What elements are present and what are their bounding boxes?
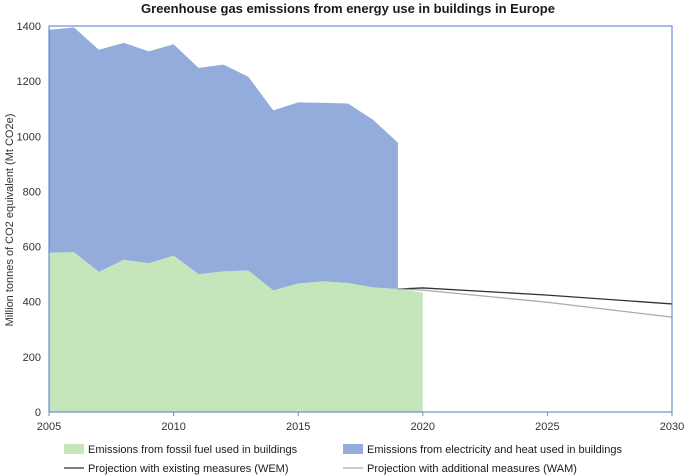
- x-tick-label: 2010: [161, 421, 185, 433]
- legend-label: Projection with additional measures (WAM…: [367, 463, 577, 475]
- legend: Emissions from fossil fuel used in build…: [64, 444, 622, 475]
- legend-swatch: [343, 444, 363, 454]
- legend-label: Projection with existing measures (WEM): [88, 463, 289, 475]
- y-axis-label: Million tonnes of CO2 equivalent (Mt CO2…: [4, 114, 16, 327]
- y-tick-label: 400: [23, 297, 41, 309]
- legend-swatch: [64, 444, 84, 454]
- y-tick-label: 600: [23, 242, 41, 254]
- y-tick-label: 0: [35, 407, 41, 419]
- x-tick-label: 2005: [37, 421, 61, 433]
- plot-frame: [48, 25, 673, 413]
- y-tick-label: 1200: [17, 76, 41, 88]
- y-tick-label: 1000: [17, 131, 41, 143]
- area-series-2: [49, 27, 398, 291]
- y-tick-label: 200: [23, 352, 41, 364]
- x-tick-label: 2020: [411, 421, 435, 433]
- y-tick-label: 1400: [17, 21, 41, 33]
- legend-label: Emissions from fossil fuel used in build…: [88, 444, 298, 456]
- chart-title: Greenhouse gas emissions from energy use…: [141, 1, 555, 16]
- area-series-1: [49, 252, 423, 412]
- line-series-2: [397, 288, 673, 318]
- legend-label: Emissions from electricity and heat used…: [367, 444, 622, 456]
- axes: 0 200 400 600 800 1000 1200 1400 2005 2010 2015 202…: [17, 21, 685, 433]
- x-tick-label: 2030: [660, 421, 684, 433]
- line-series-1: [397, 287, 673, 305]
- x-tick-label: 2025: [535, 421, 559, 433]
- y-tick-label: 800: [23, 186, 41, 198]
- x-tick-label: 2015: [286, 421, 310, 433]
- plot-area: [49, 27, 673, 412]
